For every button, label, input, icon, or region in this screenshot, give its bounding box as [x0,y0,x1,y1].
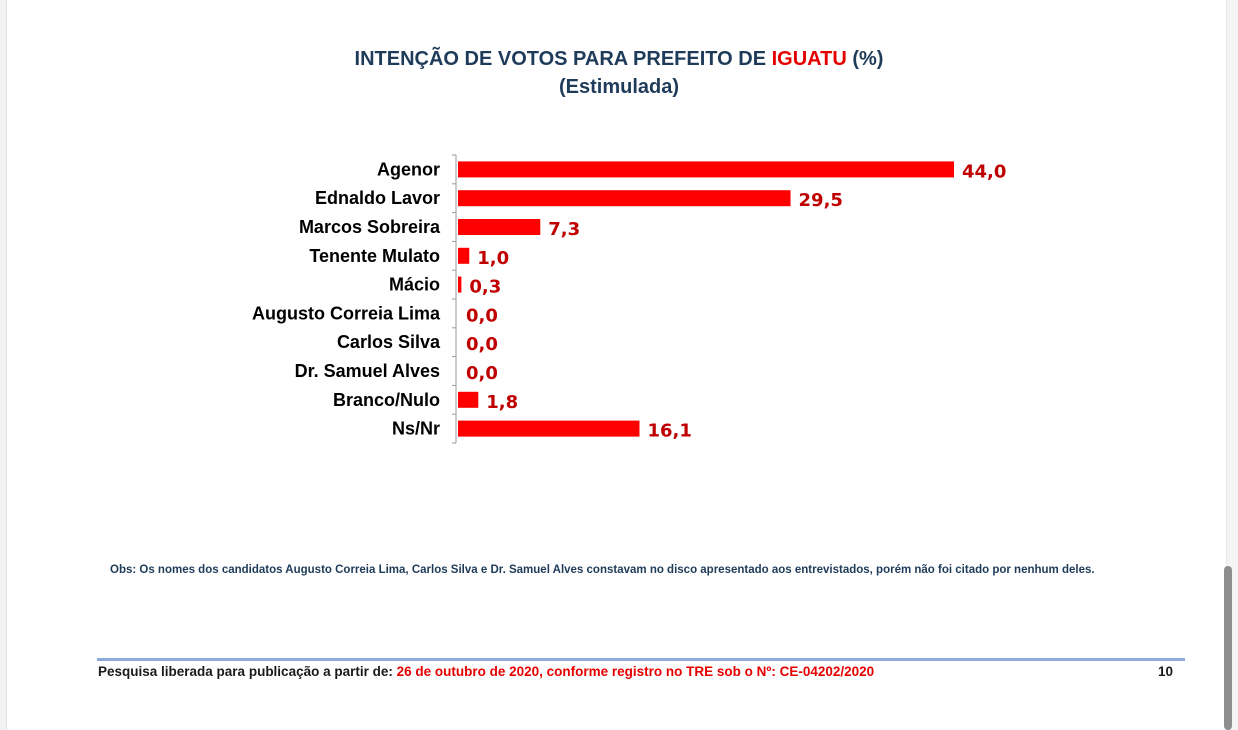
data-label: 0,0 [466,334,498,355]
data-label: 0,0 [466,305,498,326]
observation-note: Obs: Os nomes dos candidatos Augusto Cor… [110,564,1095,576]
category-label: Mácio [389,275,440,295]
footer-registration: 26 de outubro de 2020, conforme registro… [396,664,875,679]
data-label: 44,0 [962,161,1006,182]
category-label: Carlos Silva [337,332,441,352]
scrollbar-thumb[interactable] [1224,566,1232,730]
chart-title-unit: (%) [846,48,884,70]
chart-subtitle: (Estimulada) [558,76,680,98]
category-label: Dr. Samuel Alves [295,361,440,381]
data-label: 1,8 [486,392,518,413]
bar [458,276,462,293]
bar [458,391,479,408]
category-label: Ednaldo Lavor [315,188,440,208]
category-label: Agenor [377,159,440,179]
category-label: Augusto Correia Lima [252,303,441,323]
bar [458,161,954,178]
data-label: 0,3 [469,277,501,298]
footer-prefix: Pesquisa liberada para publicação a part… [98,664,397,679]
bar [458,219,541,235]
data-label: 0,0 [466,363,498,384]
chart-title-city: IGUATU [771,48,847,70]
category-label: Ns/Nr [392,419,440,439]
page-left-edge [0,0,7,730]
data-label: 16,1 [647,421,691,442]
category-label: Branco/Nulo [333,390,440,410]
bar [458,190,791,207]
chart-title: INTENÇÃO DE VOTOS PARA PREFEITO DE IGUAT… [0,48,1238,71]
page-number: 10 [1158,664,1174,679]
data-label: 7,3 [548,219,580,240]
scrollbar-track[interactable] [1226,0,1238,730]
data-label: 1,0 [477,248,509,269]
category-label: Tenente Mulato [309,246,440,266]
bar [458,247,470,264]
data-label: 29,5 [799,190,843,211]
footer-rule [97,658,1185,661]
footer-text: Pesquisa liberada para publicação a part… [98,664,874,679]
chart-title-main: INTENÇÃO DE VOTOS PARA PREFEITO DE [354,48,772,70]
category-label: Marcos Sobreira [299,217,441,237]
bar [458,420,640,437]
